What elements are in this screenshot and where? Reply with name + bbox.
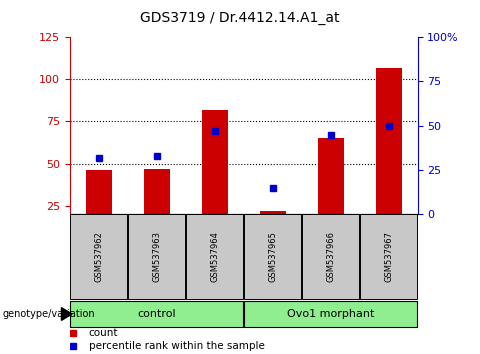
FancyBboxPatch shape [70,214,127,299]
Text: GSM537963: GSM537963 [152,231,161,282]
Bar [375,68,402,214]
Bar [260,211,286,214]
Bar [144,169,169,214]
FancyBboxPatch shape [244,214,301,299]
Text: percentile rank within the sample: percentile rank within the sample [89,341,264,351]
Text: Ovo1 morphant: Ovo1 morphant [287,309,374,319]
Text: GDS3719 / Dr.4412.14.A1_at: GDS3719 / Dr.4412.14.A1_at [140,11,340,25]
Text: control: control [137,309,176,319]
FancyBboxPatch shape [360,214,417,299]
Text: genotype/variation: genotype/variation [2,309,95,319]
Text: count: count [89,328,118,338]
Bar [85,170,112,214]
Bar [202,110,228,214]
FancyBboxPatch shape [302,214,360,299]
Text: GSM537965: GSM537965 [268,231,277,282]
Text: GSM537964: GSM537964 [210,231,219,282]
Polygon shape [61,308,72,320]
FancyBboxPatch shape [244,301,417,327]
FancyBboxPatch shape [70,301,243,327]
Text: GSM537962: GSM537962 [94,231,103,282]
FancyBboxPatch shape [128,214,185,299]
FancyBboxPatch shape [186,214,243,299]
Text: GSM537967: GSM537967 [384,231,393,282]
Bar [318,138,344,214]
Text: GSM537966: GSM537966 [326,231,335,282]
